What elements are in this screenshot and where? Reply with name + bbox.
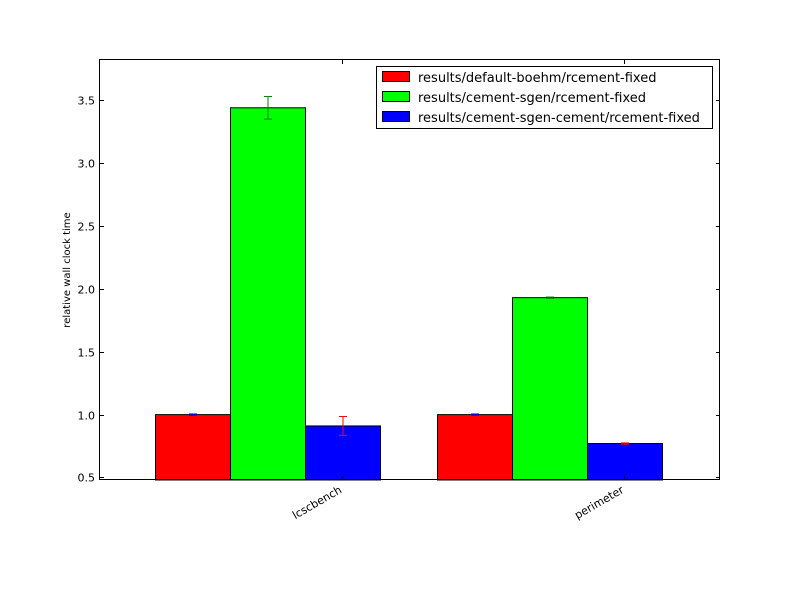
y-tick-label: 1.0 <box>78 410 96 423</box>
legend: results/default-boehm/rcement-fixed resul… <box>376 66 713 129</box>
y-axis: 0.5 1.0 1.5 2.0 2.5 3.0 3.5 <box>78 95 720 485</box>
bar <box>587 443 663 481</box>
legend-label: results/cement-sgen/rcement-fixed <box>418 91 646 106</box>
legend-label: results/default-boehm/rcement-fixed <box>418 71 656 86</box>
legend-swatch <box>382 111 410 122</box>
errorbars-group <box>189 95 629 445</box>
bars-group <box>155 107 663 481</box>
bar <box>437 414 513 481</box>
legend-swatch <box>382 91 410 102</box>
y-tick-label: 2.0 <box>78 284 96 297</box>
y-tick-label: 3.0 <box>78 158 96 171</box>
bar <box>155 414 231 481</box>
x-tick-label: perimeter <box>572 483 626 522</box>
x-tick-label: lcscbench <box>290 483 344 522</box>
legend-swatch <box>382 71 410 82</box>
y-axis-label: relative wall clock time <box>62 212 73 327</box>
y-tick-label: 1.5 <box>78 347 96 360</box>
bar <box>230 107 306 481</box>
legend-frame <box>376 66 713 129</box>
y-tick-label: 2.5 <box>78 221 96 234</box>
legend-label: results/cement-sgen-cement/rcement-fixed <box>418 111 700 126</box>
y-tick-label: 0.5 <box>78 472 96 485</box>
y-tick-label: 3.5 <box>78 95 96 108</box>
bar <box>512 297 588 481</box>
plot-frame <box>99 59 720 480</box>
